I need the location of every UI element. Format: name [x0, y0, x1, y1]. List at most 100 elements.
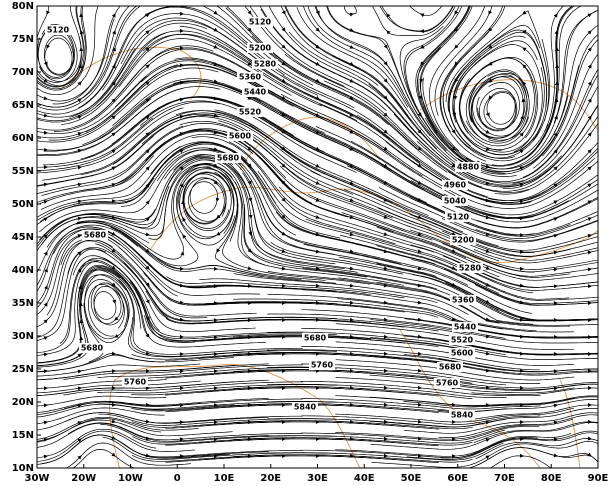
streamline: [371, 6, 456, 36]
streamline: [447, 115, 598, 192]
arrowhead: [553, 403, 558, 408]
contour-label-bg: [450, 295, 476, 305]
arrowhead: [179, 11, 184, 16]
arrowhead: [587, 436, 592, 441]
arrowhead: [417, 317, 422, 322]
arrowhead: [43, 386, 48, 391]
arrowhead: [451, 317, 456, 322]
streamline: [37, 6, 99, 96]
contour-label: 5520: [239, 108, 262, 117]
arrowhead: [111, 64, 116, 69]
arrowhead: [587, 386, 592, 391]
arrowhead: [451, 163, 456, 168]
streamline: [65, 442, 192, 468]
streamline: [37, 268, 120, 366]
arrowhead: [213, 352, 218, 357]
arrowhead: [145, 265, 150, 270]
arrowhead: [247, 180, 252, 185]
streamline: [37, 155, 155, 206]
contour-label-bg: [82, 230, 108, 240]
contour-label-bg: [449, 348, 475, 358]
contour-label-bg: [242, 87, 268, 97]
arrowhead: [213, 318, 218, 323]
arrowhead: [77, 386, 82, 391]
streamline: [474, 271, 598, 291]
arrowhead: [145, 47, 150, 52]
streamline: [251, 35, 448, 173]
arrowhead: [451, 437, 456, 442]
streamline: [476, 6, 582, 167]
contour-label: 4960: [444, 181, 467, 190]
arrowhead: [179, 403, 184, 408]
streamline: [216, 6, 389, 126]
arrowhead: [111, 115, 116, 120]
arrowhead: [519, 149, 524, 154]
contour-label: 5440: [244, 88, 267, 97]
streamline: [403, 6, 460, 109]
streamline: [324, 80, 529, 193]
arrowhead: [315, 129, 320, 134]
contour-label-bg: [452, 322, 478, 332]
arrowhead: [383, 78, 388, 83]
streamline: [483, 160, 598, 209]
arrowhead: [417, 402, 422, 407]
streamline: [369, 374, 598, 391]
arrowhead: [349, 78, 354, 83]
streamline: [37, 128, 217, 203]
arrowhead: [179, 149, 184, 154]
arrowhead: [349, 368, 354, 373]
streamline: [37, 418, 162, 442]
arrowhead: [451, 419, 456, 424]
arrowhead: [349, 351, 354, 356]
streamline: [443, 174, 598, 216]
arrowhead: [349, 317, 354, 322]
streamline: [37, 141, 213, 221]
arrowhead: [553, 369, 558, 374]
contour-label: 5440: [454, 323, 477, 332]
arrowhead: [349, 402, 354, 407]
arrowhead: [215, 197, 220, 202]
arrowhead: [386, 30, 391, 35]
x-tick-label: 70E: [494, 473, 515, 484]
arrowhead: [553, 233, 558, 238]
streamline: [381, 6, 454, 33]
arrowhead: [485, 282, 490, 287]
arrowhead: [145, 200, 150, 205]
arrowhead: [417, 197, 422, 202]
contour-label-bg: [237, 72, 263, 82]
arrowhead: [383, 249, 388, 254]
arrowhead: [213, 284, 218, 289]
streamline: [37, 380, 201, 394]
streamline: [37, 6, 84, 88]
arrowhead: [315, 163, 320, 168]
arrowhead: [281, 61, 286, 66]
arrowhead: [485, 351, 490, 356]
arrowhead: [383, 266, 388, 271]
streamline: [60, 238, 257, 317]
arrowhead: [554, 81, 559, 86]
arrowhead: [247, 283, 252, 288]
arrowhead: [43, 130, 48, 135]
y-tick-label: 80N: [12, 1, 34, 12]
arrowhead: [485, 164, 490, 169]
arrowhead: [315, 249, 320, 254]
streamline: [491, 6, 573, 166]
contour-label-bg: [442, 180, 468, 190]
arrowhead: [451, 231, 456, 236]
arrowhead: [420, 61, 425, 66]
streamline: [37, 269, 142, 368]
streamline: [37, 354, 165, 372]
arrowhead: [554, 98, 559, 103]
streamline: [37, 6, 87, 87]
streamline: [284, 6, 412, 122]
arrowhead: [519, 216, 524, 221]
arrowhead: [417, 232, 422, 237]
arrowhead: [349, 12, 354, 17]
arrowhead: [485, 112, 490, 117]
y-tick-label: 25N: [12, 364, 34, 375]
streamline: [259, 6, 415, 136]
streamline: [434, 6, 493, 116]
arrowhead: [383, 436, 388, 441]
contour-label-bg: [457, 263, 483, 273]
arrowhead: [553, 386, 558, 391]
